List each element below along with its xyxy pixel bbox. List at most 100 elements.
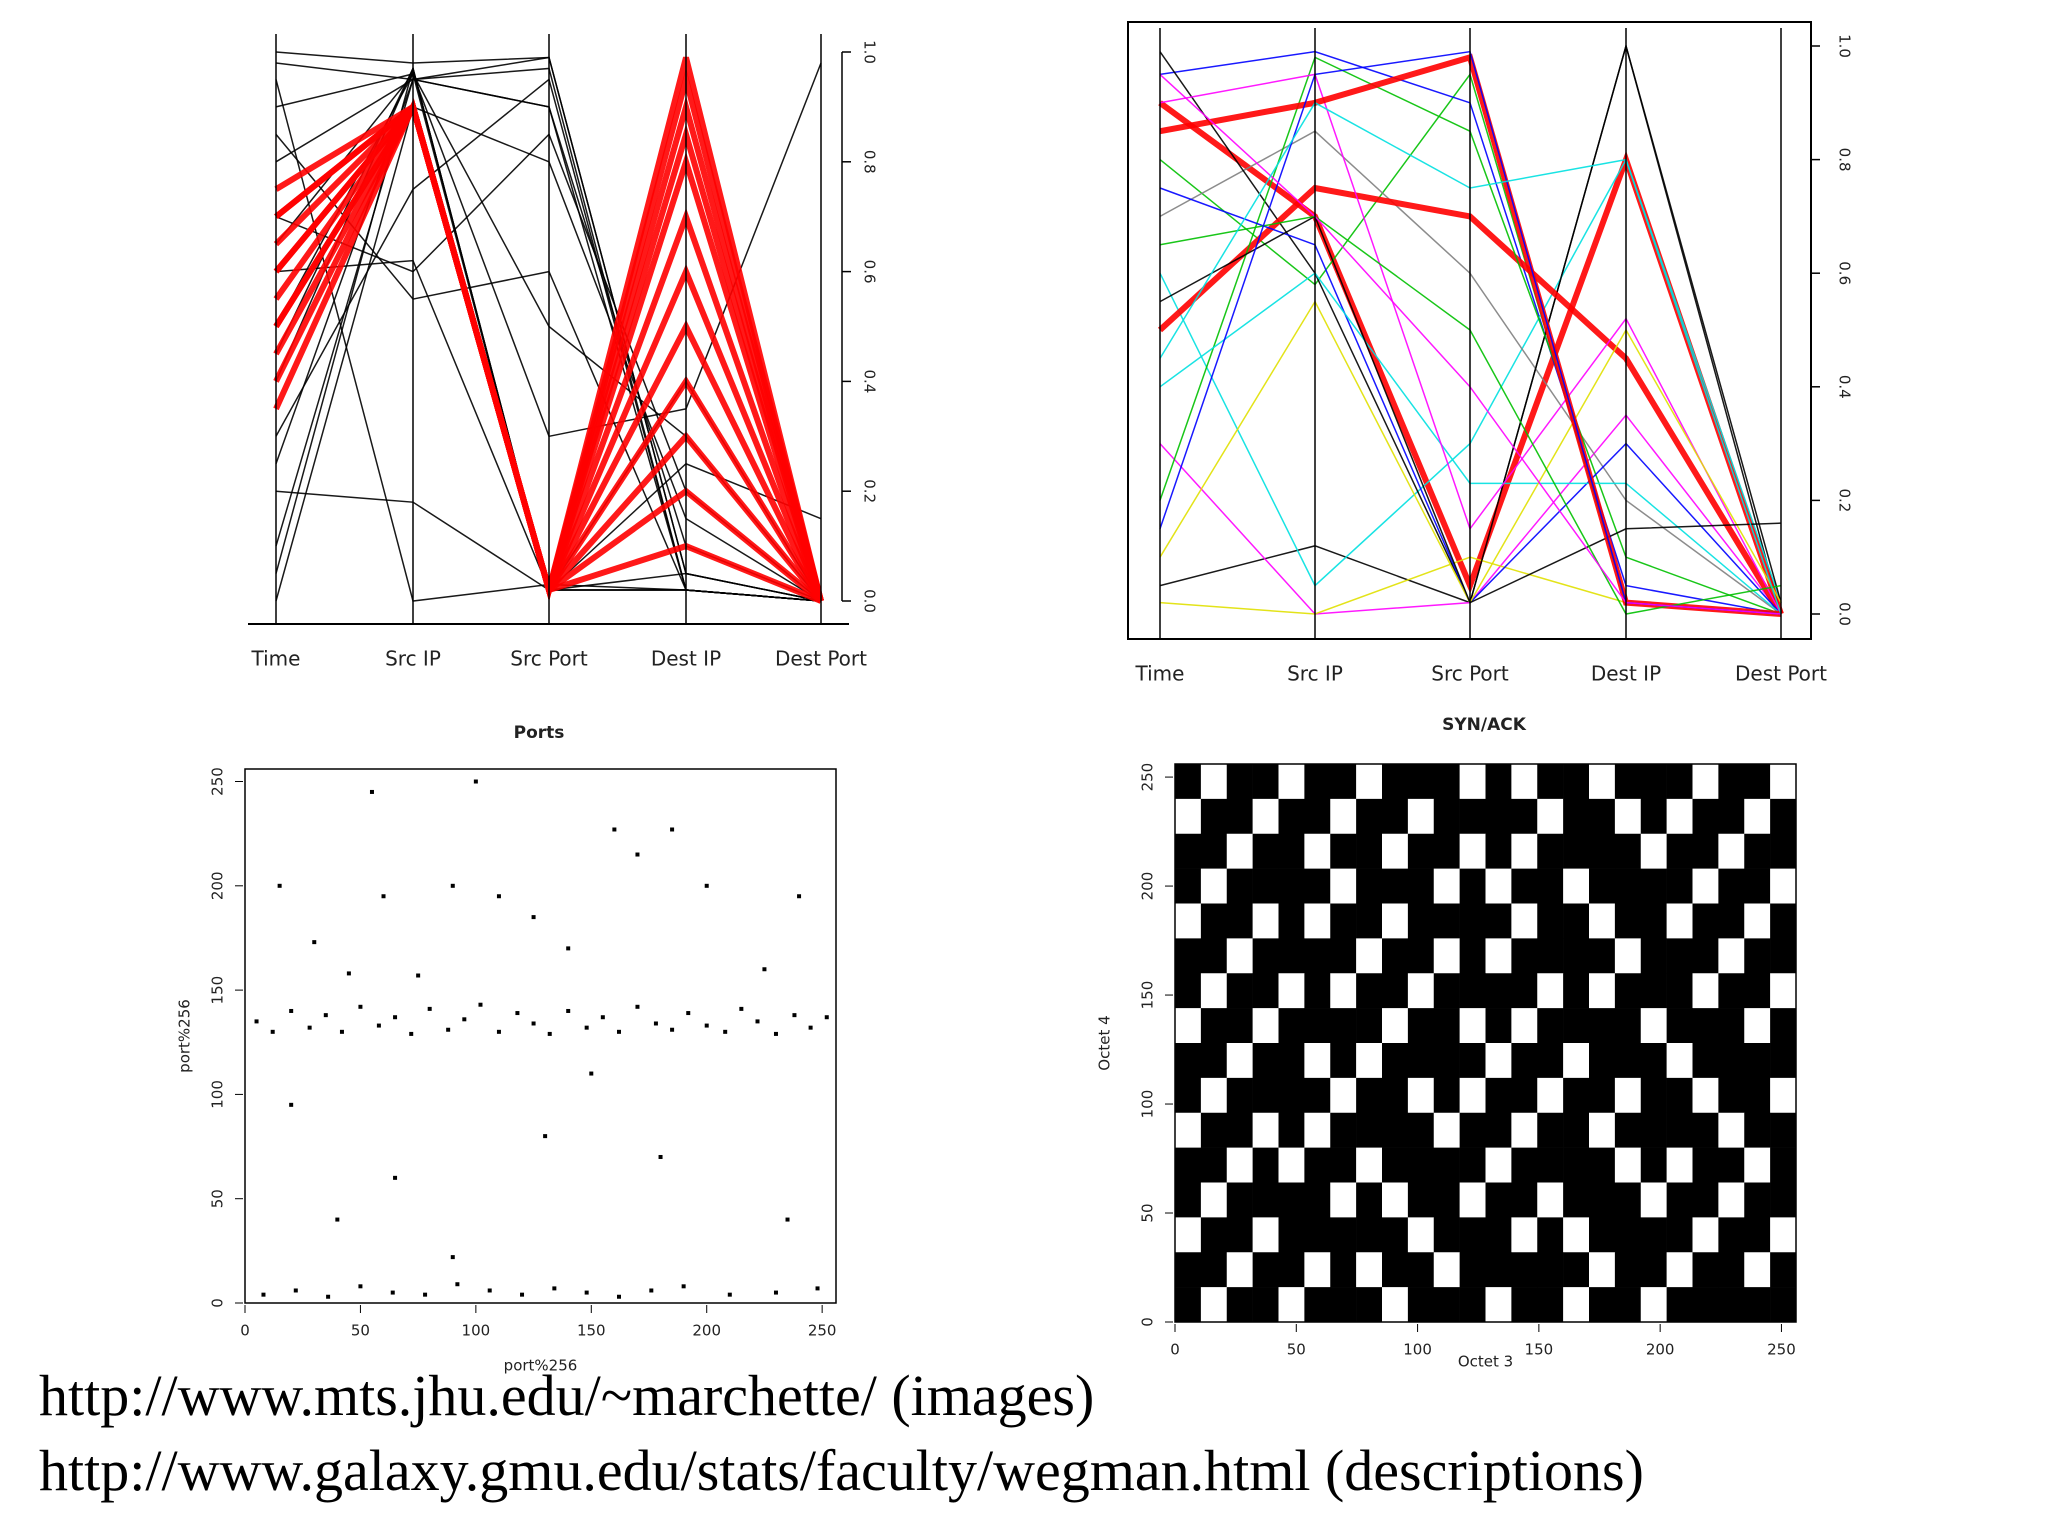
x-tick-label: 200 (692, 1322, 721, 1340)
cell (1459, 1182, 1486, 1218)
cell (1278, 1077, 1305, 1114)
cell (1330, 1008, 1357, 1044)
axis-label: Time (251, 647, 301, 671)
cell (1407, 1252, 1435, 1288)
cell (1537, 1287, 1564, 1323)
x-axis-label: port%256 (504, 1357, 578, 1375)
point (815, 1286, 820, 1291)
point (393, 1175, 398, 1180)
point (704, 883, 709, 888)
cell (1692, 1077, 1719, 1114)
cell (1459, 764, 1486, 800)
cell (1175, 1182, 1202, 1218)
cell (1511, 1077, 1538, 1114)
point (358, 1284, 363, 1289)
cell (1589, 798, 1616, 835)
cell (1718, 798, 1745, 835)
cell (1252, 973, 1279, 1009)
cell (1718, 1217, 1745, 1253)
point (792, 1013, 797, 1018)
cell (1330, 798, 1357, 835)
cell (1407, 798, 1435, 835)
cell (1744, 1112, 1771, 1148)
cell (1278, 1182, 1305, 1218)
cell (1718, 1147, 1745, 1183)
cell (1356, 1043, 1383, 1079)
point (409, 1031, 414, 1036)
cell (1770, 1217, 1797, 1253)
cell (1278, 1217, 1305, 1253)
cell (1666, 1182, 1693, 1218)
cell (1692, 1043, 1719, 1079)
cell (1744, 1008, 1771, 1044)
x-tick-label: 150 (577, 1322, 606, 1340)
cell (1770, 764, 1797, 800)
cell (1252, 1182, 1279, 1218)
point (612, 827, 617, 832)
cell (1407, 1043, 1435, 1079)
cell (1718, 1077, 1745, 1114)
cell (1744, 798, 1771, 835)
cell (1692, 1182, 1719, 1218)
x-tick-label: 100 (462, 1322, 491, 1340)
cell (1511, 973, 1538, 1009)
y-tick-label: 0.4 (861, 369, 879, 393)
x-axis-label: Octet 3 (1458, 1353, 1513, 1371)
cell (1330, 764, 1357, 800)
y-axis-label: Octet 4 (1096, 1015, 1114, 1070)
cell (1744, 1217, 1771, 1253)
point (289, 1102, 294, 1107)
cell (1563, 1252, 1590, 1288)
cell (1770, 1077, 1797, 1114)
cell (1614, 903, 1642, 939)
cell (1485, 1008, 1512, 1044)
cell (1666, 1043, 1693, 1079)
cell (1744, 973, 1771, 1009)
cell (1589, 1147, 1616, 1183)
point (277, 883, 282, 888)
cell (1252, 1112, 1279, 1148)
cell (1511, 1287, 1538, 1323)
cell (1770, 973, 1797, 1009)
y-tick-label: 0.6 (861, 260, 879, 284)
cell (1718, 1043, 1745, 1079)
cell (1175, 1147, 1202, 1183)
cell (1433, 798, 1460, 835)
cell (1537, 868, 1564, 904)
cell (1666, 1147, 1693, 1183)
cell (1200, 868, 1228, 904)
cell (1175, 1287, 1202, 1323)
cell (1330, 1077, 1357, 1114)
cell (1537, 833, 1564, 869)
cell (1589, 1182, 1616, 1218)
link-text: http://www.mts.jhu.edu/~marchette/ (imag… (39, 1363, 1094, 1428)
point (653, 1021, 658, 1026)
cell (1304, 1252, 1331, 1288)
cell (1304, 1217, 1331, 1253)
cell (1200, 1043, 1228, 1079)
point (390, 1290, 395, 1295)
cell (1278, 1043, 1305, 1079)
cell (1356, 938, 1383, 974)
cell (1433, 1008, 1460, 1044)
cell (1770, 1112, 1797, 1148)
axis-label: Src IP (385, 647, 441, 671)
cell (1433, 1112, 1460, 1148)
cell (1433, 1217, 1460, 1253)
cell (1252, 1147, 1279, 1183)
axis-label: Dest Port (775, 647, 867, 671)
cell (1433, 833, 1460, 869)
point (552, 1286, 557, 1291)
cell (1407, 764, 1435, 800)
cell (1744, 868, 1771, 904)
cell (1640, 833, 1667, 869)
y-tick-label: 150 (209, 976, 227, 1005)
point (566, 1008, 571, 1013)
cell (1666, 1217, 1693, 1253)
cell (1589, 1008, 1616, 1044)
cell (1433, 868, 1460, 904)
cell (1692, 764, 1719, 800)
cell (1589, 1112, 1616, 1148)
cell (1330, 1287, 1357, 1323)
